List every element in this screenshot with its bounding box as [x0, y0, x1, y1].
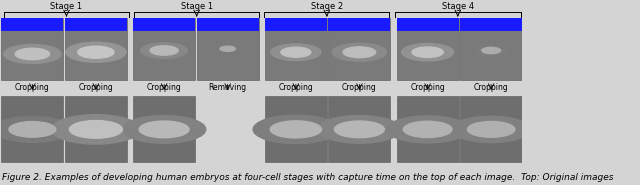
Bar — [1, 18, 63, 80]
Circle shape — [332, 43, 387, 61]
Bar — [460, 96, 522, 162]
Circle shape — [281, 47, 311, 57]
Text: Stage 1: Stage 1 — [51, 1, 83, 11]
Circle shape — [139, 121, 189, 138]
Text: Stage 4: Stage 4 — [442, 1, 474, 11]
Circle shape — [317, 115, 401, 143]
Bar — [397, 18, 459, 31]
Circle shape — [412, 47, 444, 57]
Bar — [1, 96, 63, 162]
Circle shape — [69, 121, 122, 138]
Circle shape — [15, 48, 49, 60]
Text: Cropping: Cropping — [474, 83, 509, 92]
Bar — [1, 18, 63, 31]
Circle shape — [334, 121, 385, 138]
Bar — [65, 18, 127, 31]
Circle shape — [253, 115, 339, 144]
Circle shape — [9, 122, 56, 137]
Circle shape — [122, 115, 206, 143]
Text: Cropping: Cropping — [15, 83, 50, 92]
Circle shape — [270, 121, 321, 138]
Text: Cropping: Cropping — [278, 83, 313, 92]
Circle shape — [66, 42, 126, 62]
Circle shape — [78, 46, 114, 58]
Bar — [460, 18, 522, 80]
Bar — [328, 18, 390, 31]
Bar — [265, 18, 327, 31]
Circle shape — [476, 45, 507, 56]
Circle shape — [220, 46, 236, 51]
Circle shape — [271, 44, 321, 60]
Bar — [133, 18, 195, 31]
Circle shape — [4, 44, 61, 63]
Bar — [133, 18, 195, 80]
Bar — [196, 18, 259, 80]
Circle shape — [482, 47, 500, 54]
Circle shape — [150, 46, 178, 55]
Bar — [328, 96, 390, 162]
Bar — [460, 18, 522, 31]
Bar — [133, 96, 195, 162]
Circle shape — [141, 43, 188, 58]
Bar — [265, 96, 327, 162]
Text: Cropping: Cropping — [147, 83, 182, 92]
Circle shape — [214, 44, 241, 53]
Bar — [65, 96, 127, 162]
Circle shape — [401, 43, 454, 61]
Bar — [397, 96, 459, 162]
Text: Stage 2: Stage 2 — [311, 1, 343, 11]
Circle shape — [467, 122, 515, 137]
Circle shape — [343, 47, 376, 58]
Circle shape — [52, 115, 140, 144]
Circle shape — [387, 116, 468, 143]
Circle shape — [452, 116, 531, 143]
Text: Stage 1: Stage 1 — [180, 1, 212, 11]
Text: Cropping: Cropping — [342, 83, 377, 92]
Bar — [265, 18, 327, 80]
Bar — [328, 18, 390, 80]
Text: Figure 2. Examples of developing human embryos at four-cell stages with capture : Figure 2. Examples of developing human e… — [3, 173, 614, 182]
Text: Removing: Removing — [209, 83, 246, 92]
Text: Cropping: Cropping — [79, 83, 113, 92]
Bar — [65, 18, 127, 80]
Circle shape — [403, 121, 452, 137]
Text: Cropping: Cropping — [410, 83, 445, 92]
Bar — [196, 18, 259, 31]
Bar — [397, 18, 459, 80]
Circle shape — [0, 116, 72, 142]
